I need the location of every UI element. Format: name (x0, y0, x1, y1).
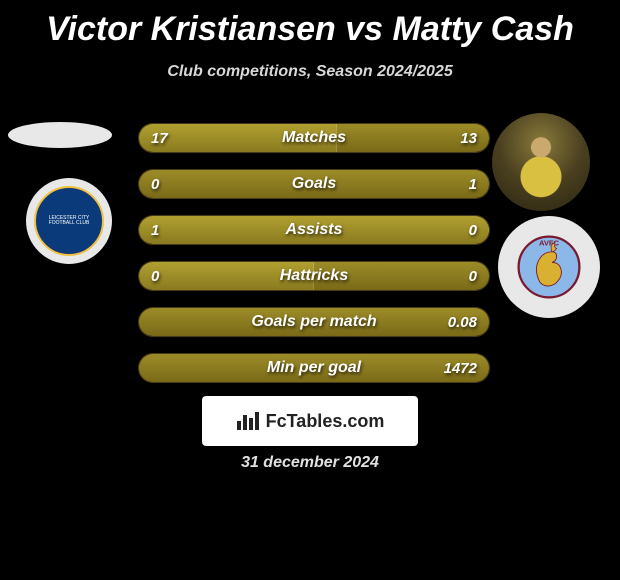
stat-value-right: 0 (469, 216, 477, 244)
club-left-crest: LEICESTER CITY FOOTBALL CLUB (26, 178, 112, 264)
svg-text:AVFC: AVFC (539, 239, 560, 248)
stat-value-left: 17 (151, 124, 168, 152)
stat-value-right: 13 (460, 124, 477, 152)
stat-label: Goals (139, 170, 489, 198)
stat-row: Goals per match0.08 (138, 307, 490, 337)
stat-value-left: 1 (151, 216, 159, 244)
page-title: Victor Kristiansen vs Matty Cash (0, 0, 620, 49)
stat-label: Min per goal (139, 354, 489, 382)
chart-icon (236, 411, 260, 431)
player-left-avatar (8, 122, 112, 148)
footer-badge[interactable]: FcTables.com (202, 396, 418, 446)
stat-value-right: 0.08 (448, 308, 477, 336)
stat-row: Assists1 0 (138, 215, 490, 245)
stat-value-left: 0 (151, 170, 159, 198)
stat-value-right: 0 (469, 262, 477, 290)
club-right-crest: AVFC (498, 216, 600, 318)
stat-row: Min per goal1472 (138, 353, 490, 383)
avfc-icon: AVFC (511, 229, 587, 305)
stat-value-right: 1 (469, 170, 477, 198)
stat-label: Assists (139, 216, 489, 244)
club-left-caption: LEICESTER CITY FOOTBALL CLUB (34, 186, 104, 256)
player-right-avatar (492, 113, 590, 211)
stat-value-right: 1472 (444, 354, 477, 382)
comparison-bars: Matches1713Goals01Assists10Hattricks00Go… (138, 123, 490, 399)
stat-label: Goals per match (139, 308, 489, 336)
stat-row: Hattricks0 0 (138, 261, 490, 291)
footer-text: FcTables.com (266, 411, 385, 432)
stat-row: Matches17 13 (138, 123, 490, 153)
footer-date: 31 december 2024 (0, 454, 620, 472)
stat-label: Hattricks (139, 262, 489, 290)
stat-label: Matches (139, 124, 489, 152)
stat-row: Goals0 1 (138, 169, 490, 199)
page-subtitle: Club competitions, Season 2024/2025 (0, 63, 620, 81)
stat-value-left: 0 (151, 262, 159, 290)
